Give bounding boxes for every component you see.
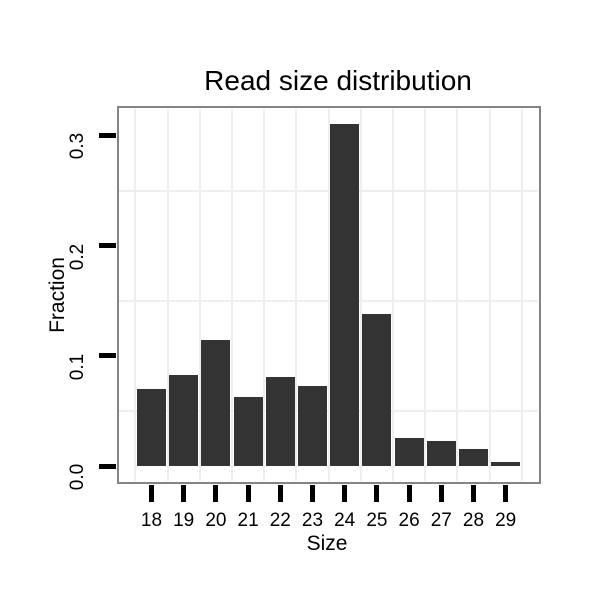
minor-gridline-vertical	[198, 108, 201, 481]
minor-gridline-vertical	[520, 108, 523, 481]
x-axis-tick	[277, 484, 283, 502]
x-tick-label: 20	[205, 509, 227, 531]
bar-size-21	[233, 396, 263, 466]
bar-size-25	[362, 313, 392, 466]
minor-gridline-horizontal	[119, 189, 538, 192]
x-axis-tick	[471, 484, 476, 502]
y-tick-label: 0.0	[66, 463, 88, 491]
minor-gridline-vertical	[392, 108, 394, 481]
minor-gridline-horizontal	[119, 299, 538, 302]
x-axis-tick	[406, 484, 412, 502]
x-tick-label: 23	[301, 509, 324, 531]
bar-size-27	[426, 440, 456, 466]
minor-gridline-vertical	[456, 108, 459, 481]
y-tick-label: 0.1	[66, 353, 88, 381]
bar-size-28	[459, 449, 488, 466]
x-tick-label: 21	[237, 509, 259, 531]
y-axis-tick	[99, 353, 116, 359]
x-axis-tick	[245, 484, 251, 502]
x-tick-label: 28	[462, 509, 485, 531]
x-axis-tick	[149, 484, 154, 502]
x-axis-tick	[310, 484, 315, 502]
minor-gridline-vertical	[424, 108, 427, 481]
x-tick-label: 25	[366, 509, 388, 531]
x-axis-tick	[181, 484, 187, 502]
minor-gridline-vertical	[359, 108, 362, 481]
minor-gridline-vertical	[263, 108, 266, 481]
bar-size-22	[265, 376, 295, 466]
minor-gridline-vertical	[134, 108, 137, 481]
minor-gridline-vertical	[166, 108, 169, 481]
minor-gridline-horizontal	[119, 409, 538, 412]
x-tick-label: 18	[140, 509, 163, 531]
minor-gridline-vertical	[295, 108, 298, 481]
chart-title: Read size distribution	[204, 65, 472, 96]
bar-size-26	[394, 438, 424, 466]
x-axis-tick	[342, 484, 348, 502]
bar-size-29	[491, 461, 521, 466]
minor-gridline-vertical	[327, 108, 330, 481]
y-axis-tick	[99, 243, 116, 249]
x-axis-tick	[438, 484, 444, 502]
bar-size-23	[298, 385, 327, 466]
x-axis-tick	[503, 484, 509, 502]
bar-size-18	[137, 388, 166, 466]
minor-gridline-vertical	[231, 108, 233, 481]
bar-size-24	[330, 124, 360, 466]
y-tick-label: 0.3	[66, 133, 88, 160]
x-axis-title: Size	[306, 532, 348, 555]
y-axis-tick	[99, 132, 116, 138]
x-axis-tick	[374, 484, 380, 502]
bar-size-20	[201, 340, 231, 466]
y-axis-title: Fraction	[46, 257, 69, 333]
x-tick-label: 19	[173, 509, 195, 531]
minor-gridline-vertical	[488, 108, 491, 481]
bar-size-19	[169, 374, 199, 466]
x-tick-label: 26	[398, 509, 420, 531]
x-tick-label: 22	[269, 509, 291, 531]
y-axis-tick	[99, 463, 116, 469]
x-axis-tick	[213, 484, 219, 502]
x-tick-label: 29	[495, 509, 517, 531]
x-tick-label: 27	[430, 509, 452, 531]
x-tick-label: 24	[334, 509, 356, 531]
